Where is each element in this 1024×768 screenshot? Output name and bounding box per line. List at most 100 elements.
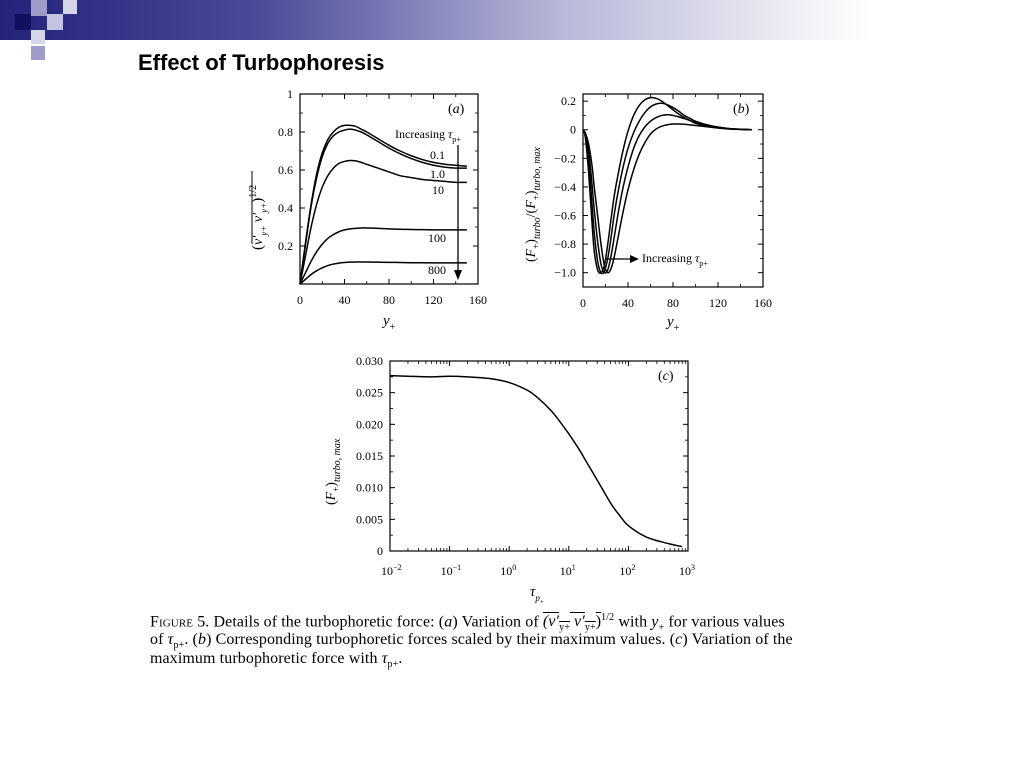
y-tick-label: 1 [287, 87, 293, 101]
x-tick-label: 40 [622, 296, 634, 310]
series-line-4 [299, 227, 467, 285]
x-axis-label-part: + [674, 323, 680, 334]
series-line-1 [299, 124, 467, 285]
series-label-part: 0.1 [430, 148, 445, 162]
caption-text: Details of the turbophoretic force: ( [213, 613, 445, 631]
caption-text: . ( [184, 631, 198, 648]
y-tick-label-part: 0.030 [356, 354, 383, 368]
annotation-increasing-part: τ [448, 127, 453, 141]
x-axis-label-part: + [390, 322, 396, 333]
y-tick-label: 0.6 [278, 163, 293, 177]
y-tick-label-part: −0.2 [554, 151, 576, 165]
y-tick-label-part: 0 [570, 123, 576, 137]
series-line-5 [299, 261, 467, 285]
slide-header-bar [0, 0, 1024, 40]
y-axis-label-part: ) [250, 198, 266, 203]
deco-square-light [31, 0, 47, 16]
slide-title: Effect of Turbophoresis [138, 50, 385, 75]
x-tick-label-part: 40 [622, 296, 634, 310]
y-axis-label-part: turbo [532, 217, 543, 239]
plot-frame [299, 93, 479, 285]
y-axis-label-part: ( [250, 245, 266, 250]
y-tick-label-part: 0.010 [356, 481, 383, 495]
y-axis-label-part: F [524, 248, 539, 258]
chart-panel-2: 0 40 80 120 1600.20−0.2−0.4−0.6−0.8−1.0(b)In… [524, 93, 772, 334]
series-label: 0.1 [430, 148, 445, 162]
y-axis-label-part: y+ [259, 203, 269, 214]
caption-text: maximum turbophoretic force with [150, 650, 382, 667]
y-axis-label-part: /( [524, 208, 539, 217]
y-tick-label: 0.005 [356, 512, 383, 526]
y-tick-label: −0.6 [554, 209, 576, 223]
y-tick-label: −0.2 [554, 151, 576, 165]
y-axis-label-part: v′ [251, 212, 266, 226]
x-tick-label: 160 [754, 296, 772, 310]
y-axis-label-part: ) [524, 239, 539, 244]
y-axis-label-part: 1/2 [248, 185, 259, 198]
y-tick-label: −0.4 [554, 180, 576, 194]
deco-square-light [47, 14, 63, 30]
series-label: 10 [432, 183, 444, 197]
x-tick-label: 80 [667, 296, 679, 310]
x-tick-label-part: 0 [512, 563, 516, 572]
y-tick-label-part: 0.015 [356, 449, 383, 463]
x-tick-label: 160 [469, 293, 487, 307]
caption-math: (v′y+ v′y+) [543, 613, 602, 633]
y-axis-label-part: + [531, 195, 541, 200]
y-tick-label-part: −1.0 [554, 266, 576, 280]
y-tick-label-part: −0.6 [554, 209, 576, 223]
x-tick-label: 120 [709, 296, 727, 310]
caption-text: ) Corresponding turbophoretic forces sca… [206, 631, 676, 648]
x-tick-label-part: 10 [679, 564, 691, 578]
x-tick-label-part: 40 [339, 293, 351, 307]
y-tick-label-part: 0.4 [278, 201, 293, 215]
x-tick-label: 40 [339, 293, 351, 307]
x-axis-label-part: y [381, 313, 390, 329]
caption-text: p+ [173, 640, 185, 652]
x-axis-label: y+ [381, 313, 396, 333]
y-tick-label-part: 0.020 [356, 417, 383, 431]
caption-text: b [197, 631, 207, 648]
caption-line-1: Figure 5. Details of the turbophoretic f… [150, 612, 785, 634]
x-tick-label: 101 [560, 563, 576, 578]
x-axis-label-part: τ [530, 584, 536, 600]
panel-label-part: ) [745, 102, 750, 117]
annotation-increasing-part: τ [695, 251, 700, 265]
panel-label-part: ( [658, 369, 663, 384]
caption-text: ) Variation of the [682, 631, 793, 648]
plot-frame [389, 360, 689, 552]
x-tick-label-part: 3 [691, 563, 695, 572]
chart-panel-1: 0 40 80 120 1600.20.40.60.81(a)0.11.01010080… [248, 87, 487, 333]
panel-label-part: c [663, 369, 670, 384]
caption-text: y+ [559, 622, 570, 634]
series-line-3 [299, 159, 467, 285]
panel-label: (b) [733, 102, 750, 117]
x-tick-label-part: 2 [631, 563, 635, 572]
panel-label-part: ( [733, 102, 738, 117]
series-label: 100 [428, 231, 446, 245]
deco-square-mid [31, 46, 45, 60]
series-label: 800 [428, 263, 446, 277]
annotation-increasing: Increasing τp+ [395, 127, 461, 144]
y-axis-label-part: F [524, 200, 539, 210]
y-tick-label-part: 0 [377, 544, 383, 558]
y-axis-label: (F+)turbo, max [324, 438, 343, 505]
y-tick-label: 0.015 [356, 449, 383, 463]
x-tick-label-part: 10 [441, 564, 453, 578]
caption-text: y [651, 613, 659, 631]
series-line-4 [582, 123, 752, 274]
y-axis-label-part: turbo, max [332, 438, 343, 482]
y-tick-label: 0.4 [278, 201, 293, 215]
caption-text: 1/2 [601, 612, 615, 623]
caption-line-3: maximum turbophoretic force with τp+. [150, 650, 402, 670]
y-tick-label: −1.0 [554, 266, 576, 280]
annotation-increasing-part: Increasing [642, 251, 695, 265]
x-tick-label-part: 10 [560, 564, 572, 578]
y-tick-label: 0.030 [356, 354, 383, 368]
caption-text: ) [595, 613, 602, 631]
panel-label: (c) [658, 369, 674, 384]
caption-text: . [398, 650, 403, 667]
series-label-part: 800 [428, 263, 446, 277]
x-tick-label: 10−2 [381, 563, 402, 578]
